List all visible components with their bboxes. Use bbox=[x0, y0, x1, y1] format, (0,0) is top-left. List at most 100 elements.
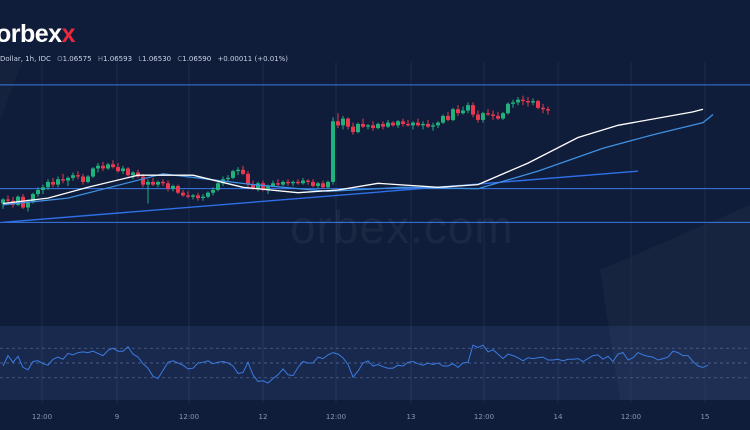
close-label: C bbox=[177, 55, 183, 63]
candle-body bbox=[236, 169, 240, 172]
candle-body bbox=[456, 109, 460, 114]
candle bbox=[281, 180, 285, 186]
candle bbox=[316, 181, 320, 189]
candle-body bbox=[546, 109, 550, 111]
candle bbox=[131, 171, 135, 180]
x-tick-label: 12 bbox=[259, 413, 268, 421]
candle bbox=[6, 195, 10, 204]
candle-body bbox=[211, 190, 215, 193]
candle-body bbox=[261, 183, 265, 190]
candle bbox=[451, 107, 455, 122]
candle bbox=[36, 187, 40, 197]
candle-body bbox=[376, 123, 380, 129]
candle bbox=[101, 161, 105, 172]
candle bbox=[341, 115, 345, 130]
candle bbox=[531, 98, 535, 106]
change-value: +0.00011 (+0.01%) bbox=[217, 55, 289, 63]
candle bbox=[446, 111, 450, 122]
x-tick-label: 12:00 bbox=[326, 413, 346, 421]
symbol-label: Dollar, 1h, IDC bbox=[0, 55, 51, 63]
x-tick-label: 14 bbox=[554, 413, 563, 421]
candle bbox=[246, 171, 250, 188]
x-tick-label: 12:00 bbox=[474, 413, 494, 421]
candle bbox=[126, 167, 130, 177]
candle-body bbox=[76, 175, 80, 177]
candle-body bbox=[406, 123, 410, 126]
candle-body bbox=[526, 101, 530, 103]
candle bbox=[86, 175, 90, 184]
candle-body bbox=[326, 181, 330, 188]
candle bbox=[191, 194, 195, 200]
candle bbox=[196, 192, 200, 201]
logo-x-mark: x bbox=[61, 20, 76, 48]
candle bbox=[386, 119, 390, 129]
candle-body bbox=[161, 181, 165, 184]
candle bbox=[511, 99, 515, 108]
candle-body bbox=[146, 181, 150, 185]
candle-body bbox=[6, 199, 10, 201]
candle bbox=[371, 121, 375, 131]
candle-body bbox=[56, 179, 60, 185]
candle-body bbox=[381, 123, 385, 127]
moving-average-fast bbox=[2, 108, 704, 205]
candle bbox=[321, 180, 325, 189]
candle-body bbox=[316, 183, 320, 186]
candle bbox=[76, 171, 80, 180]
candle bbox=[536, 99, 540, 110]
candle bbox=[376, 122, 380, 130]
candle bbox=[381, 121, 385, 130]
candle bbox=[421, 121, 425, 130]
candle-body bbox=[471, 105, 475, 115]
ohlc-header: Dollar, 1h, IDC O1.06575 H1.06593 L1.065… bbox=[0, 55, 288, 63]
candle bbox=[416, 118, 420, 127]
candle-body bbox=[81, 176, 85, 182]
candle-body bbox=[96, 165, 100, 169]
candle-body bbox=[176, 185, 180, 193]
low-label: L bbox=[138, 55, 143, 63]
candle bbox=[526, 97, 530, 107]
candle bbox=[436, 121, 440, 129]
candle-body bbox=[321, 183, 325, 188]
candle bbox=[401, 118, 405, 127]
candle-body bbox=[66, 177, 70, 181]
candle-body bbox=[401, 121, 405, 124]
candle bbox=[391, 121, 395, 127]
candle bbox=[201, 194, 205, 201]
candle bbox=[136, 169, 140, 178]
candle-body bbox=[26, 202, 30, 208]
candle-body bbox=[356, 123, 360, 133]
candle bbox=[396, 119, 400, 129]
candle-body bbox=[226, 177, 230, 180]
candle bbox=[366, 123, 370, 130]
candle bbox=[291, 180, 295, 186]
candle-body bbox=[501, 113, 505, 119]
candle-body bbox=[171, 185, 175, 189]
candle bbox=[61, 173, 65, 184]
candle bbox=[546, 106, 550, 115]
candle bbox=[161, 179, 165, 186]
candle bbox=[516, 97, 520, 106]
candle-body bbox=[301, 180, 305, 184]
logo-text: orbex bbox=[0, 20, 62, 48]
candle bbox=[81, 173, 85, 185]
candle-body bbox=[266, 185, 270, 190]
oscillator-line bbox=[2, 344, 709, 384]
candle bbox=[326, 180, 330, 189]
candle bbox=[481, 111, 485, 123]
candle-body bbox=[281, 181, 285, 185]
candle-body bbox=[196, 195, 200, 199]
candle bbox=[241, 165, 245, 176]
candle bbox=[26, 199, 30, 212]
candle-body bbox=[481, 113, 485, 120]
candle bbox=[431, 122, 435, 131]
candle bbox=[176, 184, 180, 195]
candle bbox=[106, 163, 110, 170]
candle-body bbox=[246, 173, 250, 185]
candle-body bbox=[476, 114, 480, 120]
candle-body bbox=[136, 172, 140, 177]
candle bbox=[471, 102, 475, 118]
candle bbox=[346, 117, 350, 130]
candle-body bbox=[166, 183, 170, 189]
